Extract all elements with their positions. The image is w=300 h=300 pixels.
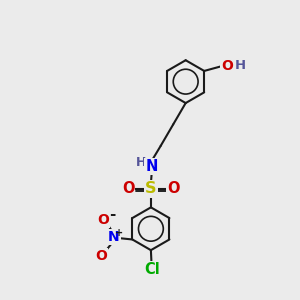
Text: N: N xyxy=(146,159,158,174)
Text: H: H xyxy=(136,156,146,169)
Text: N: N xyxy=(108,230,119,244)
Text: O: O xyxy=(97,212,109,226)
Text: S: S xyxy=(145,182,157,196)
Text: +: + xyxy=(115,228,123,238)
Text: O: O xyxy=(95,249,107,263)
Text: -: - xyxy=(109,207,115,222)
Text: O: O xyxy=(221,59,233,73)
Text: O: O xyxy=(167,182,180,196)
Text: O: O xyxy=(122,182,134,196)
Text: H: H xyxy=(235,59,246,72)
Text: Cl: Cl xyxy=(145,262,160,277)
